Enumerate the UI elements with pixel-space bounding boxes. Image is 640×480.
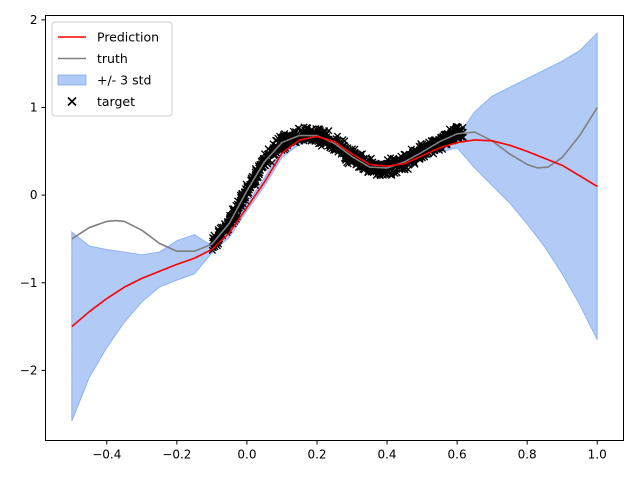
legend: Prediction truth +/- 3 std target	[51, 21, 173, 117]
target-point	[297, 128, 306, 137]
target-point	[430, 136, 438, 144]
x-tick-label: 0.4	[377, 448, 396, 462]
y-tick-label: −1	[20, 276, 38, 290]
target-point	[334, 148, 342, 156]
target-point	[323, 130, 331, 138]
legend-label: truth	[97, 51, 128, 66]
target-point	[339, 136, 347, 144]
target-point	[345, 156, 353, 164]
target-point	[383, 170, 391, 179]
y-tick-label: 0	[30, 188, 38, 202]
target-point	[301, 126, 309, 134]
truth-line	[71, 107, 598, 253]
legend-label: +/- 3 std	[97, 73, 151, 88]
target-point	[274, 144, 282, 153]
y-tick-label: 2	[30, 13, 38, 27]
target-point	[256, 169, 264, 177]
target-point	[358, 150, 367, 158]
x-tick-label: −0.2	[162, 448, 191, 462]
target-point	[367, 154, 375, 163]
x-tick-label: −0.4	[92, 448, 121, 462]
legend-swatch	[67, 96, 77, 107]
axes-frame	[45, 15, 624, 441]
legend-swatch	[57, 74, 87, 86]
target-point	[360, 166, 368, 174]
plot-area	[71, 31, 598, 422]
y-tick-label: −2	[20, 363, 38, 377]
legend-box	[51, 21, 173, 117]
target-point	[416, 143, 424, 151]
x-tick-label: 0.0	[237, 448, 256, 462]
target-point	[214, 225, 222, 234]
target-point	[268, 147, 276, 155]
legend-label: target	[97, 94, 135, 109]
x-tick-label: 0.6	[448, 448, 467, 462]
y-tick-label: 1	[30, 101, 38, 115]
prediction-line	[71, 135, 598, 328]
target-point	[318, 128, 326, 136]
target-point	[295, 124, 303, 132]
target-point	[303, 125, 311, 134]
target-point	[401, 150, 409, 159]
y-axis: −2 −1 0 1 2	[20, 13, 46, 377]
x-tick-label: 1.0	[588, 448, 607, 462]
legend-label: Prediction	[97, 30, 159, 45]
x-axis: −0.4 −0.2 0.0 0.2 0.4 0.6 0.8 1.0	[92, 440, 607, 462]
target-point	[208, 246, 217, 254]
target-point	[277, 134, 285, 142]
x-tick-label: 0.8	[518, 448, 537, 462]
x-tick-label: 0.2	[307, 448, 326, 462]
target-scatter	[208, 122, 467, 254]
